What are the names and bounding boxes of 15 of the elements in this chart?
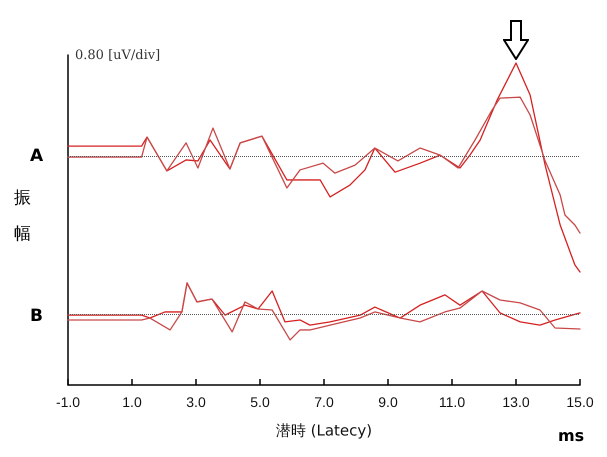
x-tick-label: 15.0 <box>566 394 594 410</box>
text: ms <box>558 426 584 445</box>
x-tick-label: 11.0 <box>438 394 466 410</box>
x-tick-label: 7.0 <box>314 394 334 410</box>
text: 0.80 [uV/div] <box>75 48 160 63</box>
x-tick-label: 1.0 <box>122 394 142 410</box>
x-axis-title: 潜時 (Latecy) <box>276 422 372 440</box>
x-tick-label: 3.0 <box>186 394 206 410</box>
x-tick-label: 9.0 <box>378 394 398 410</box>
annotation: B <box>30 306 43 326</box>
y-axis-title: 振幅 <box>14 187 32 246</box>
annotation: A <box>30 146 44 166</box>
x-tick-label: 5.0 <box>250 394 270 410</box>
x-tick-label: 13.0 <box>502 394 530 410</box>
x-tick-label: -1.0 <box>56 394 80 410</box>
